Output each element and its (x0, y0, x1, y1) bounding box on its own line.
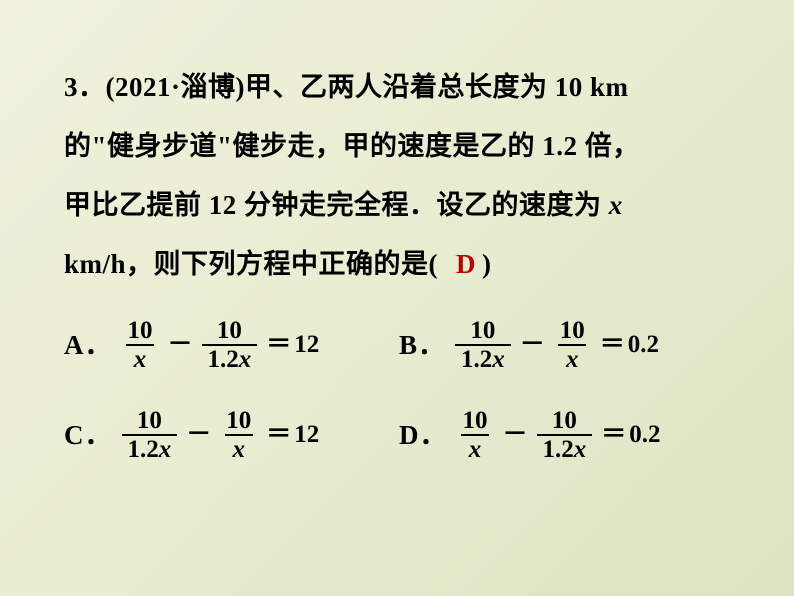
q-line4b: ) (482, 249, 492, 279)
options-row-1: A． 10 x － 10 1.2x ＝12 B． 10 1.2x － (64, 305, 734, 385)
options-block: A． 10 x － 10 1.2x ＝12 B． 10 1.2x － (64, 305, 734, 475)
frac-den: x (461, 434, 489, 464)
options-row-2: C． 10 1.2x － 10 x ＝12 D． 10 x － (64, 395, 734, 475)
option-b-label: B． (399, 316, 446, 375)
option-a-frac1: 10 x (122, 317, 159, 374)
equals: ＝ (266, 408, 291, 463)
q-phrase: 健身步道 (107, 131, 217, 161)
q-line3a: 甲比乙提前 12 分钟走完全程．设乙的速度为 (64, 190, 609, 220)
option-c: C． 10 1.2x － 10 x ＝12 (64, 406, 399, 465)
option-d-frac2: 10 1.2x (537, 407, 593, 464)
frac-den: 1.2x (202, 344, 258, 374)
q-quote2: " (217, 131, 233, 161)
option-d-rhs: 0.2 (629, 408, 660, 463)
option-a: A． 10 x － 10 1.2x ＝12 (64, 316, 399, 375)
option-a-label: A． (64, 316, 113, 375)
option-b: B． 10 1.2x － 10 x ＝0.2 (399, 316, 734, 375)
question-number: 3． (64, 72, 106, 102)
frac-num: 10 (220, 407, 257, 435)
frac-num: 10 (211, 317, 248, 345)
frac-num: 10 (457, 407, 494, 435)
frac-den: x (558, 344, 586, 374)
minus-op: － (520, 318, 545, 373)
frac-den: 1.2x (537, 434, 593, 464)
option-a-rhs: 12 (294, 318, 319, 373)
option-d: D． 10 x － 10 1.2x ＝0.2 (399, 406, 734, 465)
frac-num: 10 (122, 317, 159, 345)
option-a-frac2: 10 1.2x (202, 317, 258, 374)
equals: ＝ (266, 318, 291, 373)
q-quote1: " (92, 131, 108, 161)
question-text: 3．(2021·淄博)甲、乙两人沿着总长度为 10 km 的"健身步道"健步走，… (64, 58, 734, 293)
slide-content: 3．(2021·淄博)甲、乙两人沿着总长度为 10 km 的"健身步道"健步走，… (0, 0, 794, 475)
frac-num: 10 (546, 407, 583, 435)
minus-op: － (186, 408, 211, 463)
option-b-frac2: 10 x (554, 317, 591, 374)
equals: ＝ (601, 408, 626, 463)
option-c-rhs: 12 (294, 408, 319, 463)
option-d-frac1: 10 x (457, 407, 494, 464)
frac-den: 1.2x (122, 434, 178, 464)
answer-letter: D (456, 235, 476, 294)
option-b-frac1: 10 1.2x (455, 317, 511, 374)
q-line4a: km/h，则下列方程中正确的是( (64, 249, 438, 279)
option-d-label: D． (399, 406, 448, 465)
q-line1: 甲、乙两人沿着总长度为 10 km (245, 72, 629, 102)
frac-num: 10 (131, 407, 168, 435)
frac-den: x (225, 434, 253, 464)
option-c-label: C． (64, 406, 113, 465)
minus-op: － (168, 318, 193, 373)
frac-num: 10 (464, 317, 501, 345)
equals: ＝ (600, 318, 625, 373)
q-line2b: 健步走，甲的速度是乙的 1.2 倍， (233, 131, 640, 161)
frac-num: 10 (554, 317, 591, 345)
variable-x: x (609, 190, 623, 220)
frac-den: 1.2x (455, 344, 511, 374)
option-c-frac2: 10 x (220, 407, 257, 464)
minus-op: － (503, 408, 528, 463)
frac-den: x (126, 344, 154, 374)
option-b-rhs: 0.2 (628, 318, 659, 373)
option-c-frac1: 10 1.2x (122, 407, 178, 464)
q-line2a: 的 (64, 131, 92, 161)
question-source: (2021·淄博) (106, 72, 246, 102)
